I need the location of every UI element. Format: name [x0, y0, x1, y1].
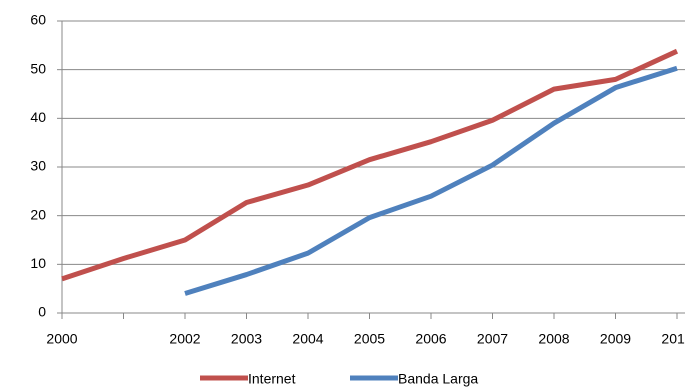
- x-tick-label: 2002: [169, 331, 200, 347]
- data-line: [61, 48, 679, 282]
- x-tick-label: 2009: [600, 331, 631, 347]
- y-tick-label: 20: [30, 206, 46, 222]
- x-tick-label: 2010: [661, 331, 685, 347]
- data-line: [184, 65, 678, 296]
- legend-label: Banda Larga: [398, 371, 478, 387]
- x-tick-label: 2007: [477, 331, 508, 347]
- x-tick-label: 2000: [46, 331, 77, 347]
- x-tick-label: 2004: [292, 331, 323, 347]
- x-tick-label: 2008: [538, 331, 569, 347]
- x-tick-label: 2006: [415, 331, 446, 347]
- y-tick-label: 40: [30, 109, 46, 125]
- x-tick-label: 2003: [231, 331, 262, 347]
- y-tick-label: 0: [38, 304, 46, 320]
- y-tick-label: 50: [30, 60, 46, 76]
- y-tick-label: 30: [30, 158, 46, 174]
- y-tick-label: 60: [30, 12, 46, 28]
- legend-label: Internet: [248, 371, 296, 387]
- x-tick-label: 2005: [354, 331, 385, 347]
- y-tick-label: 10: [30, 255, 46, 271]
